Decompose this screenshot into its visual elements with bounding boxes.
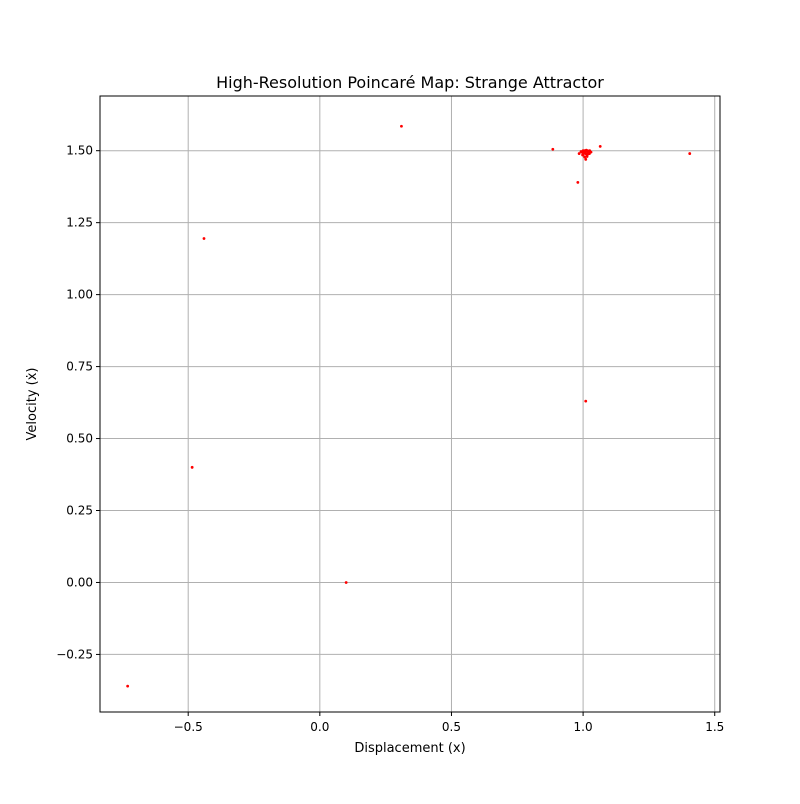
y-tick-label: 1.25 xyxy=(66,216,93,230)
y-tick-label: 1.00 xyxy=(66,288,93,302)
data-point xyxy=(584,157,588,161)
x-axis-label: Displacement (x) xyxy=(354,741,465,756)
y-axis-label: Velocity (ẋ) xyxy=(25,368,40,441)
data-point xyxy=(126,684,130,688)
x-tick-label: 1.0 xyxy=(574,720,593,734)
data-point xyxy=(581,152,585,156)
data-point xyxy=(688,152,692,155)
data-point xyxy=(581,149,585,153)
grid-layer xyxy=(100,96,720,712)
points-layer xyxy=(126,124,692,688)
data-point xyxy=(598,144,602,148)
chart-title: High-Resolution Poincaré Map: Strange At… xyxy=(216,73,604,92)
data-point xyxy=(585,153,589,157)
x-tick-label: 0.5 xyxy=(442,720,461,734)
data-point xyxy=(585,149,588,153)
y-tick-label: 0.75 xyxy=(66,360,93,374)
y-tick-label: 1.50 xyxy=(66,144,93,158)
data-point xyxy=(583,155,587,159)
y-tick-label: 0.00 xyxy=(66,575,93,589)
y-tick-label: 0.50 xyxy=(66,432,93,446)
data-point xyxy=(577,152,581,155)
plot-frame xyxy=(99,95,721,713)
data-point xyxy=(579,150,583,153)
x-tick-label: 0.0 xyxy=(310,720,329,734)
data-point xyxy=(400,124,403,128)
ticks-layer: −0.5 0.0 0.5 1.0 1.5 −0.25 0.00 0.25 0.50 0.75 1.0… xyxy=(56,144,724,734)
x-tick-label: −0.5 xyxy=(174,720,203,734)
data-point xyxy=(584,399,588,403)
data-point xyxy=(190,465,194,469)
data-point xyxy=(344,581,348,584)
y-tick-label: −0.25 xyxy=(56,647,93,661)
data-point xyxy=(202,237,206,240)
y-tick-label: 0.25 xyxy=(66,504,93,518)
x-tick-label: 1.5 xyxy=(705,720,724,734)
data-point xyxy=(576,180,580,184)
data-point xyxy=(551,147,555,151)
